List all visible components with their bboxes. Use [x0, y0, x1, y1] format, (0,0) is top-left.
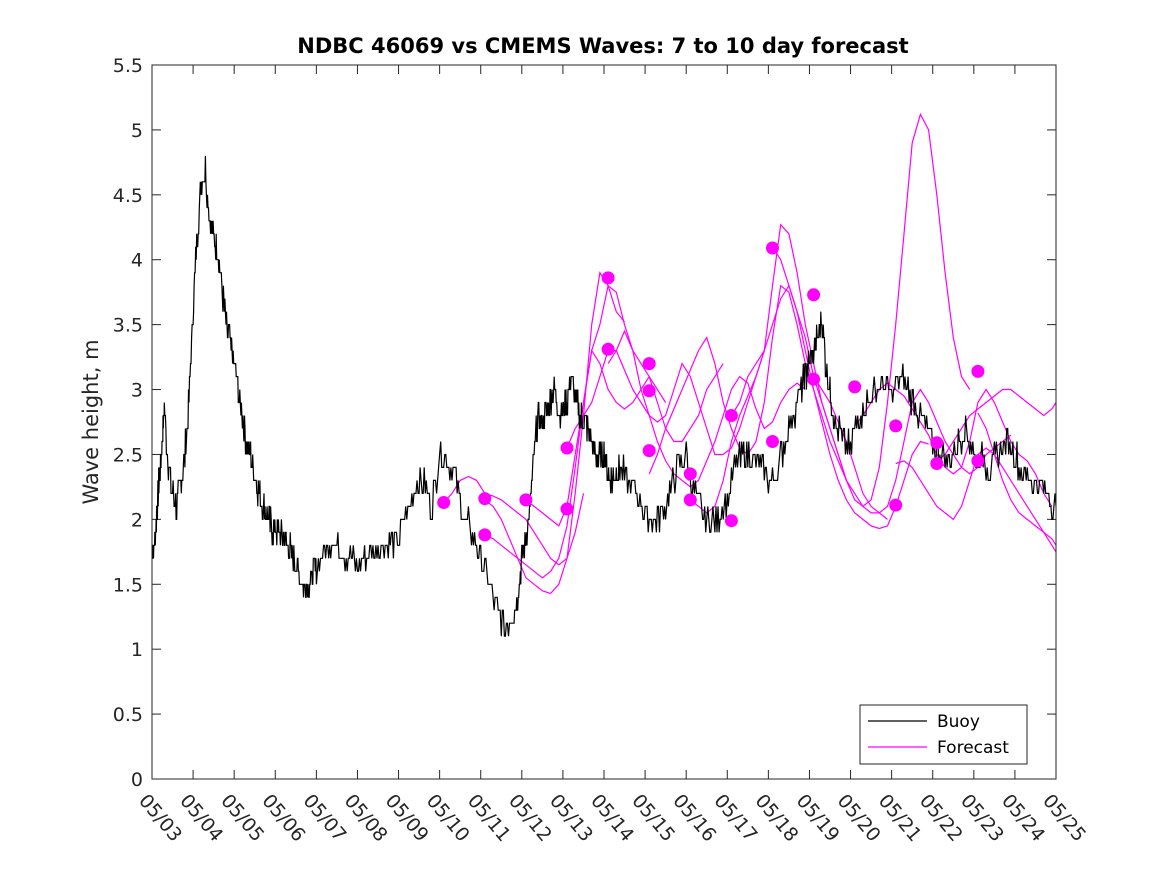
forecast-line-8	[689, 223, 888, 520]
forecast-marker	[683, 467, 697, 481]
forecast-marker	[437, 496, 451, 509]
y-tick-label: 3	[131, 380, 143, 402]
forecast-marker	[478, 528, 492, 542]
forecast-marker	[971, 454, 985, 468]
forecast-marker	[971, 364, 985, 378]
y-tick-label: 0	[131, 769, 143, 791]
y-tick-label: 5	[131, 120, 143, 142]
legend-label-forecast: Forecast	[937, 738, 1009, 758]
y-tick-label: 5.5	[113, 55, 143, 77]
forecast-marker	[766, 435, 779, 448]
legend: Buoy Forecast	[859, 704, 1028, 765]
forecast-marker	[601, 271, 615, 285]
chart-title: NDBC 46069 vs CMEMS Waves: 7 to 10 day f…	[297, 34, 908, 58]
forecast-marker	[478, 492, 492, 506]
y-tick-label: 1.5	[113, 574, 143, 596]
forecast-marker	[889, 498, 903, 512]
y-tick-label: 0.5	[113, 704, 143, 726]
forecast-line-5	[566, 350, 765, 456]
plot-frame	[151, 64, 1057, 780]
forecast-line-14	[936, 388, 1057, 462]
y-tick-label: 4	[131, 250, 143, 272]
y-axis-label: Wave height, m	[79, 339, 103, 504]
forecast-marker	[642, 444, 656, 458]
forecast-markers	[437, 241, 985, 542]
forecast-marker	[601, 342, 615, 356]
y-axis: 0 0.5 1 1.5 2 2.5 3 3.5 4 4.5 5 5.5	[113, 55, 1056, 791]
forecast-line-3	[484, 348, 667, 579]
forecast-marker	[930, 457, 944, 470]
forecast-marker	[724, 514, 738, 528]
forecast-marker	[889, 419, 903, 433]
y-tick-label: 2.5	[113, 444, 143, 466]
legend-box	[859, 704, 1028, 765]
forecast-marker	[519, 493, 533, 507]
forecast-line-6	[607, 329, 806, 488]
forecast-marker	[560, 441, 574, 455]
forecast-marker	[683, 493, 697, 507]
forecast-marker	[642, 384, 656, 398]
y-tick-label: 1	[131, 639, 143, 661]
forecast-line-2	[484, 271, 625, 595]
forecast-marker	[766, 241, 779, 255]
forecast-line-10	[771, 112, 971, 508]
forecast-marker	[642, 357, 656, 371]
y-tick-label: 2	[131, 509, 143, 531]
y-tick-label: 4.5	[113, 185, 143, 207]
legend-label-buoy: Buoy	[937, 712, 980, 732]
forecast-line-15	[977, 412, 1057, 546]
forecast-marker	[848, 380, 862, 394]
forecast-marker	[807, 372, 821, 386]
forecast-marker	[930, 436, 944, 450]
forecast-marker	[807, 288, 821, 302]
plot-area	[152, 65, 1056, 779]
buoy-series-line	[151, 155, 1057, 637]
forecast-line-1	[443, 475, 585, 566]
forecast-line-4	[525, 284, 724, 527]
y-tick-label: 3.5	[113, 315, 143, 337]
forecast-marker	[560, 502, 574, 516]
forecast-marker	[724, 409, 738, 422]
